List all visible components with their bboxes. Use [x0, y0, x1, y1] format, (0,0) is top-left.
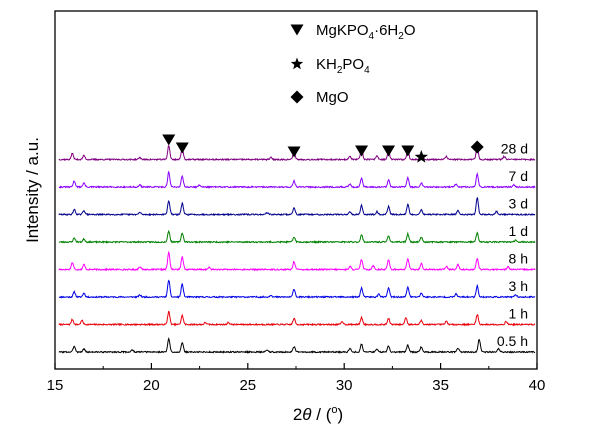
legend-label: KH2PO4	[316, 56, 370, 76]
series-line	[58, 144, 536, 162]
legend-diamond-icon	[290, 90, 304, 104]
down-triangle-marker	[382, 145, 396, 157]
x-tick-label: 20	[143, 377, 160, 394]
down-triangle-marker	[162, 134, 176, 146]
series-label: 0.5 h	[497, 333, 528, 349]
series-line	[58, 250, 536, 272]
down-triangle-marker	[287, 146, 301, 158]
x-tick-label: 15	[47, 377, 64, 394]
series-line	[58, 279, 536, 299]
series-label: 28 d	[501, 141, 528, 157]
x-axis-title: 2θ / (o)	[293, 404, 343, 424]
down-triangle-marker	[175, 142, 189, 154]
series-label: 7 d	[509, 168, 528, 184]
x-axis-ticks: 15 20 25 30 35 40	[47, 363, 546, 394]
down-triangle-marker	[401, 145, 415, 157]
series-line	[58, 229, 536, 244]
legend-star-icon	[290, 57, 304, 70]
series-label: 3 d	[509, 196, 528, 212]
legend: MgKPO4·6H2O KH2PO4 MgO	[290, 22, 415, 106]
series-label: 8 h	[509, 251, 528, 267]
series-line	[58, 310, 536, 327]
series-line	[58, 337, 536, 355]
diamond-marker	[470, 140, 484, 154]
series-label: 1 d	[509, 223, 528, 239]
x-tick-label: 25	[239, 377, 256, 394]
series-label: 3 h	[509, 278, 528, 294]
legend-label: MgKPO4·6H2O	[316, 22, 415, 42]
x-tick-label: 40	[529, 377, 546, 394]
series-line	[58, 196, 536, 217]
peak-markers	[162, 134, 484, 163]
series-layer: 0.5 h 1 h 3 h 8 h 1 d 3 d 7 d 28 d	[58, 141, 536, 355]
down-triangle-marker	[355, 145, 369, 157]
x-tick-label: 35	[432, 377, 449, 394]
y-axis-title: Intensity / a.u.	[23, 137, 42, 243]
legend-down-triangle-icon	[290, 24, 304, 36]
x-tick-label: 30	[336, 377, 353, 394]
series-line	[58, 170, 536, 189]
series-label: 1 h	[509, 306, 528, 322]
star-marker	[414, 150, 428, 163]
legend-label: MgO	[316, 89, 349, 106]
